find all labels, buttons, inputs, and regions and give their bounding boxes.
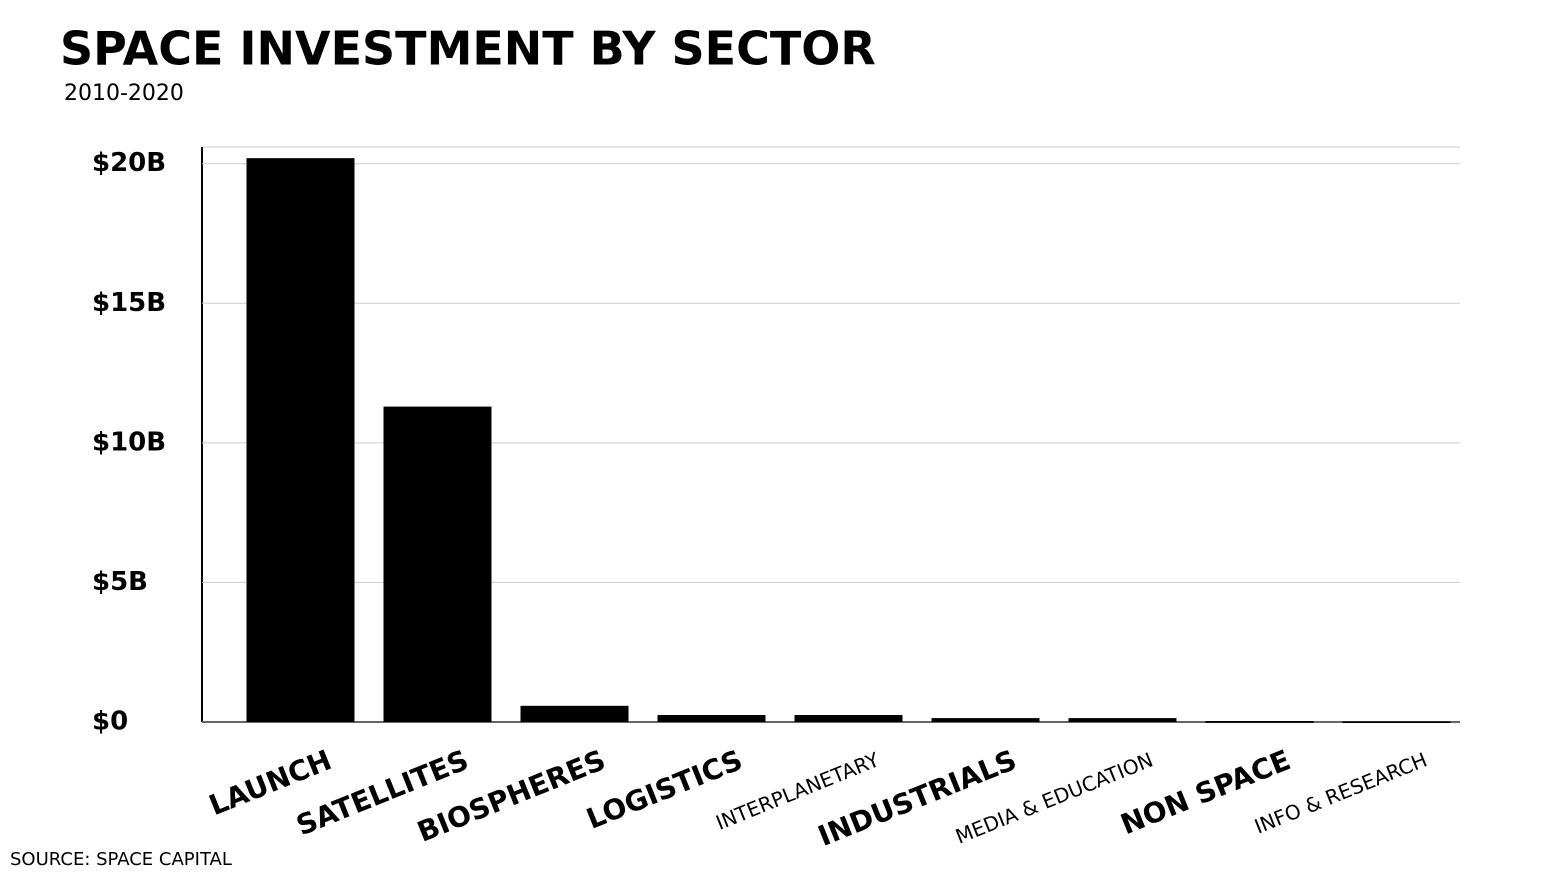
bar: [1068, 718, 1177, 722]
chart-title: SPACE INVESTMENT BY SECTOR: [60, 22, 876, 76]
bar: [794, 715, 903, 722]
bar: [1342, 721, 1451, 723]
bar: [1205, 721, 1314, 723]
y-tick-label: $5B: [92, 567, 148, 597]
y-tick-label: $20B: [92, 148, 166, 178]
bar: [657, 715, 766, 722]
bar: [383, 406, 492, 722]
chart-subtitle: 2010-2020: [64, 81, 184, 106]
y-tick-label: $15B: [92, 288, 166, 318]
y-tick-label: $0: [92, 707, 128, 737]
bar: [931, 718, 1040, 722]
bar: [246, 158, 355, 723]
bar: [520, 705, 629, 722]
y-tick-label: $10B: [92, 427, 166, 457]
source: SOURCE: SPACE CAPITAL: [10, 849, 232, 870]
